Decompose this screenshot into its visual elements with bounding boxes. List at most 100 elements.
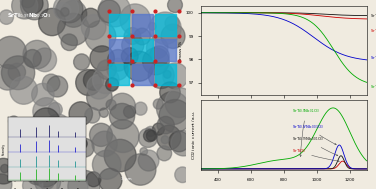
Circle shape bbox=[168, 0, 182, 12]
Circle shape bbox=[149, 22, 156, 30]
Circle shape bbox=[33, 98, 60, 125]
Circle shape bbox=[0, 36, 26, 69]
Circle shape bbox=[17, 125, 35, 143]
Circle shape bbox=[83, 70, 104, 90]
Circle shape bbox=[99, 108, 108, 117]
Circle shape bbox=[27, 167, 45, 185]
Circle shape bbox=[10, 76, 37, 104]
Circle shape bbox=[107, 120, 139, 153]
Circle shape bbox=[12, 0, 38, 19]
Circle shape bbox=[124, 51, 154, 81]
Circle shape bbox=[77, 139, 87, 149]
Circle shape bbox=[99, 168, 122, 189]
Circle shape bbox=[98, 0, 120, 23]
Circle shape bbox=[138, 150, 159, 171]
Circle shape bbox=[99, 0, 130, 27]
Circle shape bbox=[51, 154, 59, 162]
Circle shape bbox=[23, 40, 51, 69]
Circle shape bbox=[39, 174, 54, 189]
Circle shape bbox=[55, 129, 83, 158]
Circle shape bbox=[85, 108, 100, 123]
Circle shape bbox=[55, 3, 71, 19]
Circle shape bbox=[48, 102, 62, 117]
Circle shape bbox=[165, 88, 194, 118]
Circle shape bbox=[0, 65, 20, 90]
Circle shape bbox=[76, 138, 94, 157]
Y-axis label: CO$_2$ ionic current /a.u.: CO$_2$ ionic current /a.u. bbox=[191, 110, 199, 160]
Circle shape bbox=[57, 171, 88, 189]
Circle shape bbox=[81, 8, 100, 27]
Circle shape bbox=[61, 8, 69, 16]
Circle shape bbox=[53, 0, 79, 21]
Bar bbox=[109, 14, 129, 36]
Circle shape bbox=[0, 10, 14, 24]
Circle shape bbox=[122, 34, 144, 57]
Circle shape bbox=[22, 0, 43, 14]
Circle shape bbox=[35, 168, 61, 189]
Circle shape bbox=[33, 48, 56, 72]
Circle shape bbox=[134, 28, 150, 45]
Circle shape bbox=[121, 48, 138, 65]
Circle shape bbox=[106, 100, 116, 110]
Circle shape bbox=[58, 13, 89, 46]
Circle shape bbox=[157, 116, 174, 134]
Circle shape bbox=[157, 146, 172, 161]
Circle shape bbox=[146, 37, 168, 59]
Circle shape bbox=[42, 149, 52, 159]
Circle shape bbox=[86, 172, 101, 187]
Circle shape bbox=[61, 34, 77, 50]
Circle shape bbox=[163, 63, 188, 89]
Bar bbox=[155, 64, 176, 85]
Circle shape bbox=[161, 136, 169, 144]
Circle shape bbox=[23, 175, 43, 189]
Circle shape bbox=[108, 50, 129, 71]
Text: SrTi$_{0.97}$Nb$_{0.03}$O$_3$: SrTi$_{0.97}$Nb$_{0.03}$O$_3$ bbox=[370, 54, 376, 62]
Circle shape bbox=[39, 8, 65, 36]
Circle shape bbox=[139, 128, 158, 147]
Circle shape bbox=[107, 58, 128, 80]
Circle shape bbox=[169, 131, 190, 152]
Circle shape bbox=[24, 50, 41, 67]
Text: SrTi$_{0.97}$Nb$_{0.03}$O$_3$: SrTi$_{0.97}$Nb$_{0.03}$O$_3$ bbox=[292, 123, 336, 145]
Circle shape bbox=[33, 126, 66, 160]
Circle shape bbox=[164, 70, 171, 78]
Circle shape bbox=[56, 125, 77, 147]
Bar bbox=[109, 64, 129, 85]
Circle shape bbox=[21, 0, 48, 20]
Circle shape bbox=[109, 103, 135, 129]
Circle shape bbox=[87, 84, 112, 110]
Y-axis label: mass /%: mass /% bbox=[179, 41, 183, 59]
Circle shape bbox=[160, 82, 180, 103]
Circle shape bbox=[30, 156, 61, 187]
Circle shape bbox=[97, 60, 116, 79]
Circle shape bbox=[92, 131, 117, 157]
Circle shape bbox=[8, 63, 26, 81]
Circle shape bbox=[92, 67, 119, 94]
Circle shape bbox=[149, 12, 181, 44]
Circle shape bbox=[134, 102, 147, 115]
Bar bbox=[132, 39, 153, 61]
Circle shape bbox=[175, 167, 190, 183]
Circle shape bbox=[157, 125, 181, 150]
Y-axis label: Intensity: Intensity bbox=[2, 143, 6, 155]
Circle shape bbox=[149, 46, 169, 66]
Circle shape bbox=[76, 70, 101, 95]
Circle shape bbox=[0, 158, 16, 184]
Circle shape bbox=[74, 54, 89, 70]
Circle shape bbox=[45, 114, 71, 141]
Text: SrTiO$_3$: SrTiO$_3$ bbox=[292, 148, 339, 162]
Bar bbox=[132, 14, 153, 36]
Circle shape bbox=[68, 170, 100, 189]
Circle shape bbox=[153, 123, 164, 135]
Circle shape bbox=[32, 108, 60, 136]
Circle shape bbox=[85, 21, 116, 52]
Circle shape bbox=[165, 16, 179, 30]
Circle shape bbox=[143, 48, 169, 75]
Circle shape bbox=[104, 139, 136, 172]
Circle shape bbox=[159, 100, 191, 132]
Circle shape bbox=[56, 0, 83, 23]
Circle shape bbox=[9, 116, 19, 127]
Circle shape bbox=[89, 123, 112, 146]
Circle shape bbox=[81, 15, 106, 40]
Circle shape bbox=[140, 148, 147, 155]
